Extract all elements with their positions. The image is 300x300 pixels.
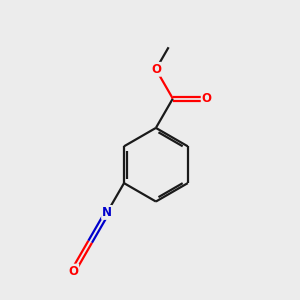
Text: O: O bbox=[68, 265, 78, 278]
Text: N: N bbox=[102, 206, 112, 219]
Text: O: O bbox=[151, 63, 161, 76]
Text: O: O bbox=[202, 92, 212, 105]
